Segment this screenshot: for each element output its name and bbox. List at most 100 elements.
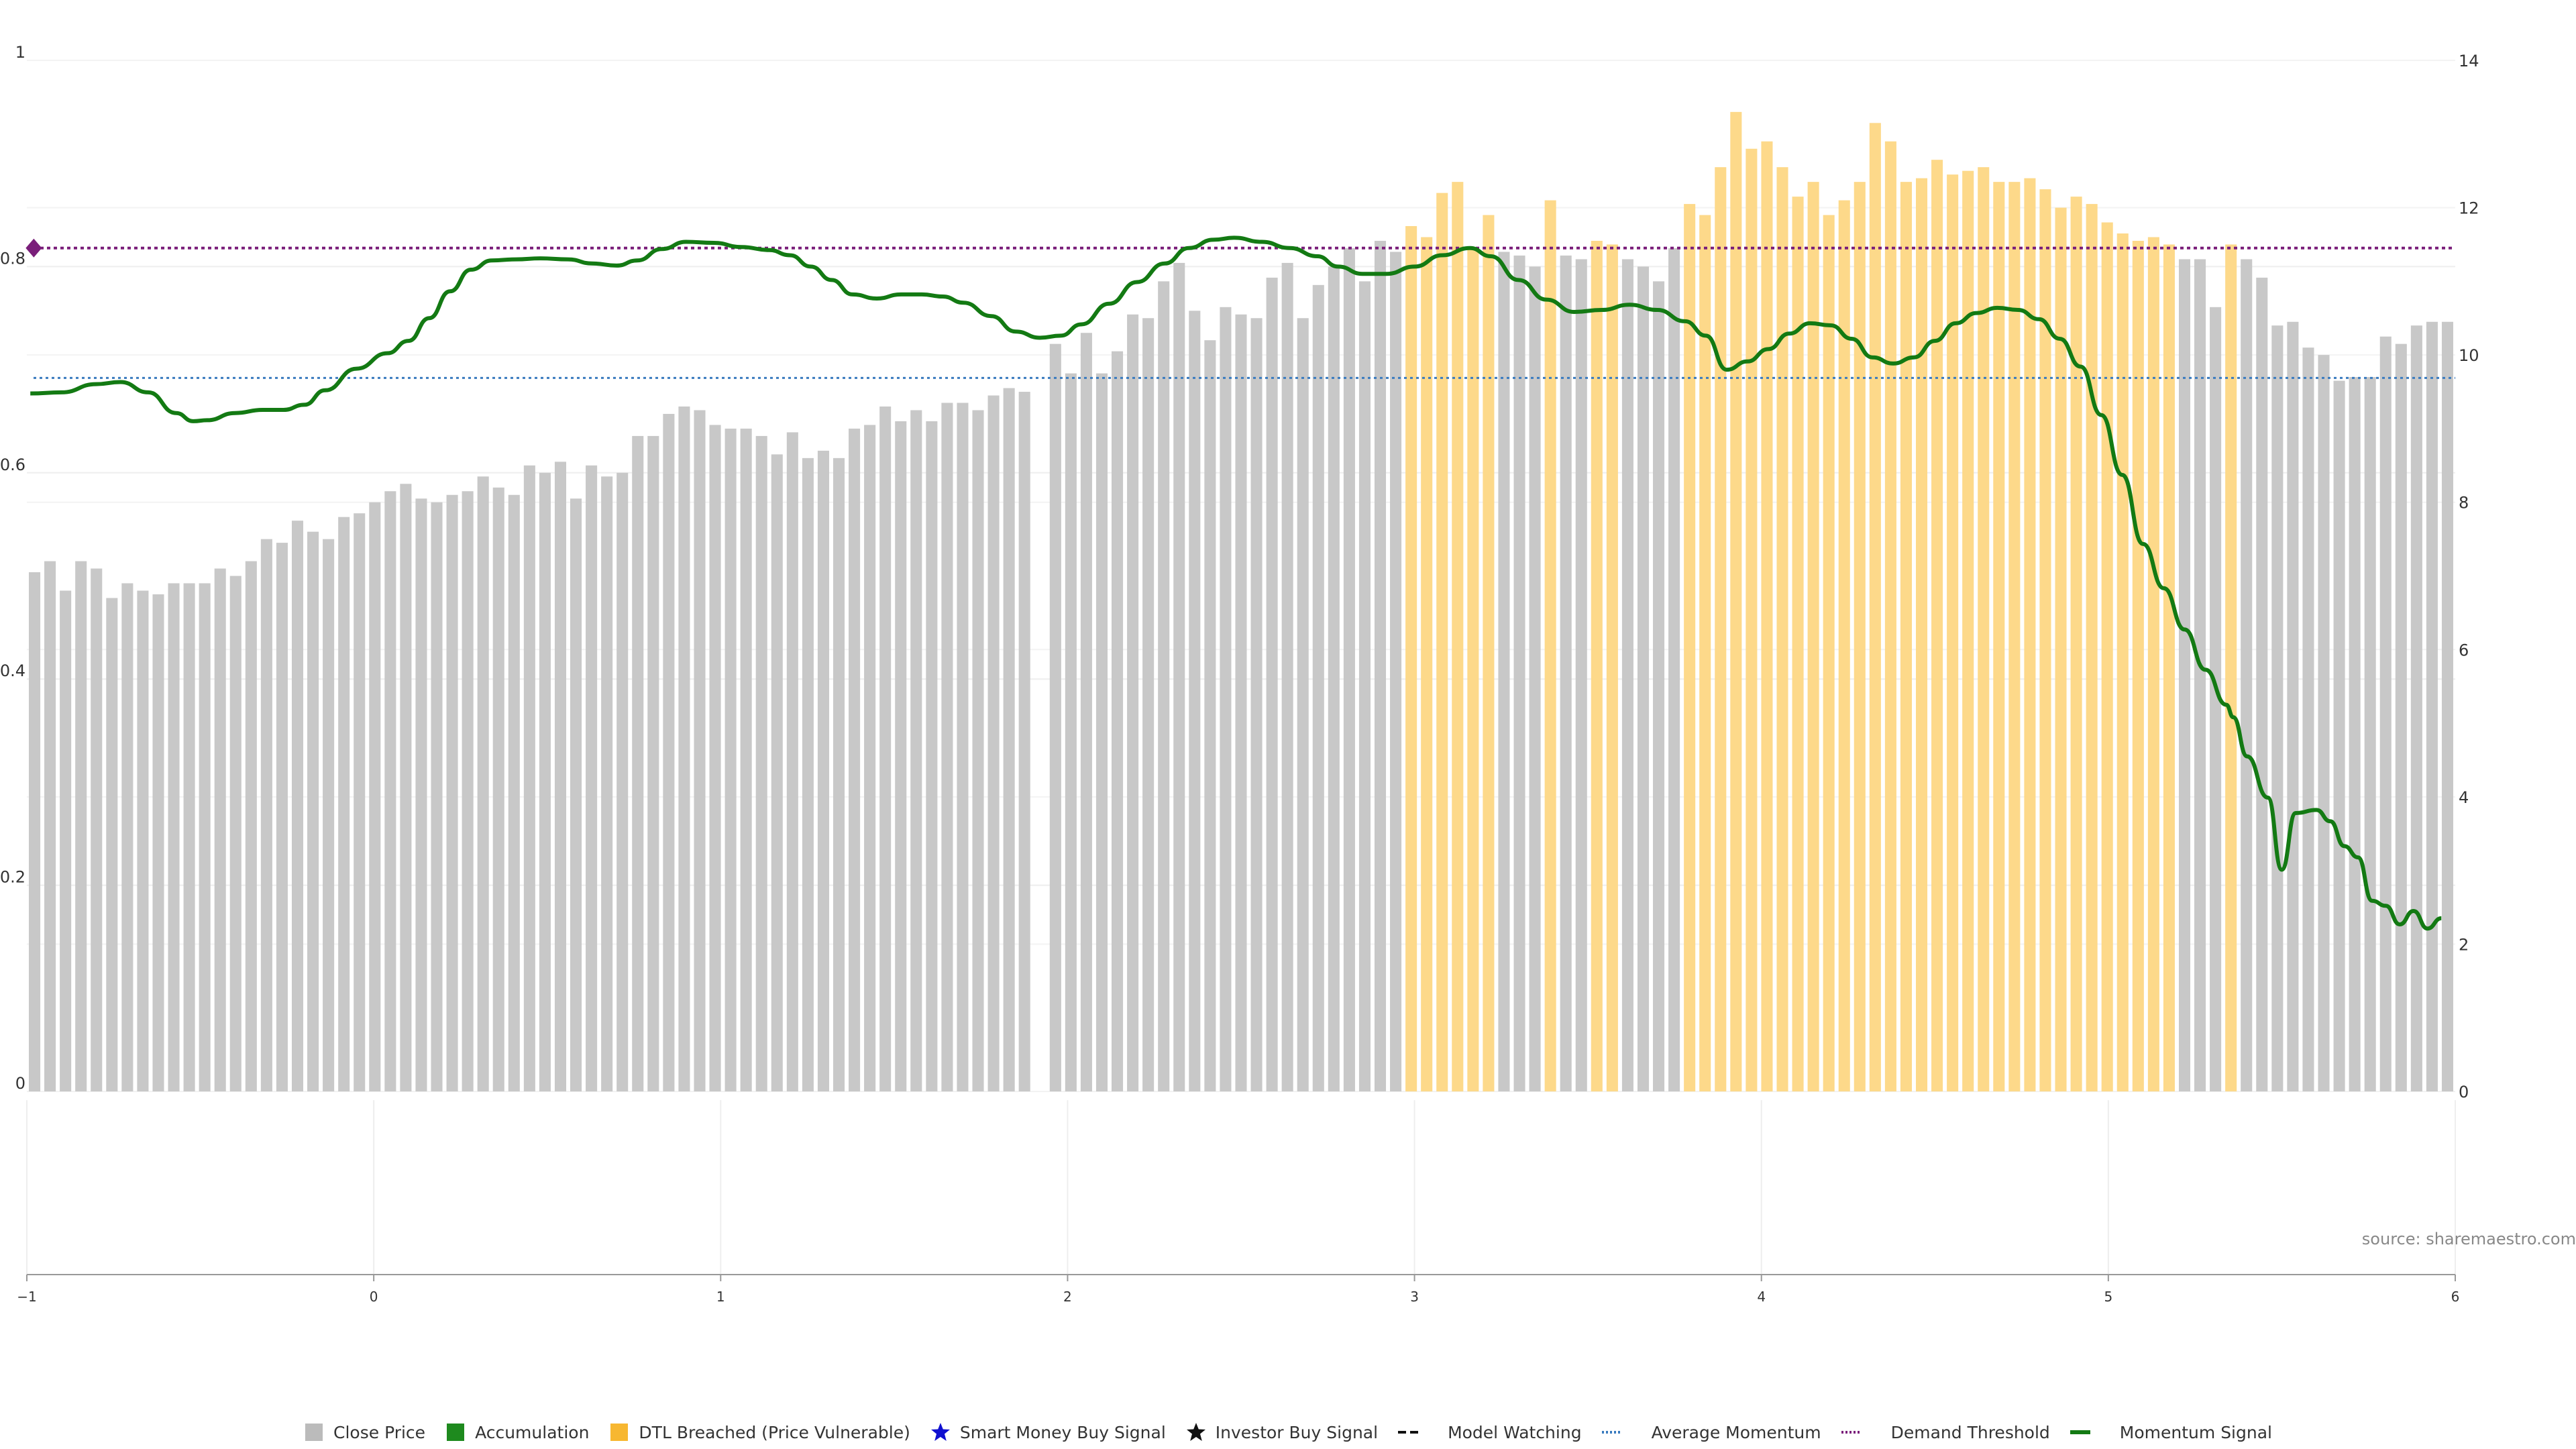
- bar-close-price: [1112, 351, 1124, 1091]
- legend-label: Investor Buy Signal: [1215, 1422, 1379, 1442]
- bar-close-price: [323, 539, 335, 1091]
- bar-close-price: [802, 458, 814, 1091]
- bar-close-price: [2210, 307, 2222, 1091]
- bar-dtl-breached: [1467, 248, 1479, 1092]
- bar-close-price: [1095, 373, 1108, 1091]
- x-tick-label: 2: [1063, 1289, 1072, 1305]
- bar-dtl-breached: [1962, 170, 1974, 1092]
- bar-close-price: [1049, 343, 1061, 1092]
- x-tick-label: 5: [2104, 1289, 2112, 1305]
- bar-close-price: [2426, 321, 2438, 1091]
- bar-close-price: [1003, 388, 1015, 1091]
- gridlines-lower-panel: [26, 1100, 2456, 1275]
- bar-close-price: [539, 472, 551, 1091]
- bar-close-price: [2318, 355, 2330, 1091]
- bar-dtl-breached: [1591, 240, 1603, 1092]
- bar-close-price: [663, 413, 675, 1091]
- bar-close-price: [260, 539, 272, 1091]
- bar-close-price: [570, 498, 582, 1091]
- bar-close-price: [616, 472, 629, 1091]
- left-tick-label: 0.8: [0, 249, 25, 268]
- bar-close-price: [1018, 392, 1030, 1091]
- bar-close-price: [2287, 321, 2299, 1091]
- bar-close-price: [786, 432, 798, 1091]
- legend-item: DTL Breached (Price Vulnerable): [609, 1422, 910, 1442]
- bar-dtl-breached: [2132, 240, 2144, 1092]
- bar-close-price: [1637, 266, 1650, 1091]
- bar-close-price: [1328, 266, 1340, 1091]
- bar-close-price: [338, 517, 350, 1091]
- bar-dtl-breached: [1978, 167, 1990, 1092]
- bar-dtl-breached: [1915, 178, 1928, 1091]
- legend-line-icon: [1841, 1422, 1882, 1442]
- bar-dtl-breached: [1884, 141, 1896, 1091]
- x-tick-label: −1: [17, 1289, 36, 1305]
- bar-close-price: [1065, 373, 1077, 1091]
- bar-close-price: [957, 402, 969, 1091]
- legend-square-icon: [304, 1422, 324, 1442]
- legend-line-icon: [1398, 1422, 1438, 1442]
- bar-close-price: [724, 428, 737, 1091]
- bar-dtl-breached: [2086, 204, 2098, 1092]
- bar-close-price: [431, 502, 443, 1091]
- bar-dtl-breached: [1761, 141, 1773, 1091]
- bar-dtl-breached: [2055, 207, 2067, 1091]
- bar-close-price: [1653, 281, 1665, 1091]
- bar-dtl-breached: [1807, 182, 1819, 1091]
- bar-close-price: [1189, 311, 1201, 1091]
- signal-lines: [25, 235, 2455, 931]
- bar-close-price: [632, 435, 644, 1091]
- bar-dtl-breached: [2116, 233, 2129, 1091]
- bar-dtl-breached: [2039, 189, 2051, 1092]
- bar-close-price: [709, 425, 721, 1091]
- bar-close-price: [972, 410, 984, 1091]
- right-axis-ticks: 0 2 4 6 8 10 12 14: [2459, 52, 2479, 1102]
- bar-dtl-breached: [1730, 111, 1742, 1092]
- left-tick-label: 0: [15, 1074, 25, 1093]
- bar-close-price: [2349, 377, 2361, 1091]
- bar-dtl-breached: [1684, 204, 1696, 1092]
- x-tick-label: 0: [370, 1289, 378, 1305]
- bar-close-price: [2194, 259, 2206, 1091]
- bar-close-price: [1498, 252, 1510, 1092]
- left-tick-label: 1: [15, 43, 25, 62]
- bar-close-price: [106, 598, 118, 1091]
- legend-label: Close Price: [333, 1422, 426, 1442]
- bar-close-price: [694, 410, 706, 1091]
- legend-label: DTL Breached (Price Vulnerable): [639, 1422, 910, 1442]
- legend-star-icon: [1186, 1422, 1206, 1442]
- bar-dtl-breached: [1947, 174, 1959, 1091]
- bar-close-price: [229, 576, 241, 1091]
- bar-close-price: [276, 543, 288, 1091]
- right-tick-label: 10: [2459, 346, 2479, 365]
- bar-close-price: [1390, 252, 1402, 1092]
- right-tick-label: 14: [2459, 52, 2479, 70]
- bar-dtl-breached: [2024, 178, 2036, 1091]
- bar-close-price: [2333, 380, 2345, 1091]
- bar-dtl-breached: [1900, 182, 1912, 1091]
- bar-dtl-breached: [1699, 215, 1711, 1091]
- x-axis-ticks: −1 0 1 2 3 4 5 6: [17, 1275, 2459, 1305]
- legend-item: Investor Buy Signal: [1186, 1422, 1378, 1442]
- bar-close-price: [1513, 255, 1525, 1092]
- bar-close-price: [75, 561, 87, 1091]
- right-tick-label: 4: [2459, 788, 2469, 807]
- bar-close-price: [137, 590, 149, 1091]
- bar-dtl-breached: [1606, 244, 1618, 1092]
- bar-dtl-breached: [1421, 237, 1433, 1091]
- bar-close-price: [1529, 266, 1541, 1091]
- bar-close-price: [879, 406, 892, 1091]
- x-tick-label: 6: [2451, 1289, 2460, 1305]
- right-tick-label: 12: [2459, 199, 2479, 218]
- legend-label: Demand Threshold: [1890, 1422, 2050, 1442]
- bar-close-price: [291, 521, 304, 1091]
- bar-dtl-breached: [1405, 226, 1417, 1091]
- bar-close-price: [740, 428, 752, 1091]
- bar-close-price: [2241, 259, 2253, 1091]
- bar-dtl-breached: [2008, 182, 2021, 1091]
- x-tick-label: 4: [1757, 1289, 1766, 1305]
- bar-close-price: [755, 435, 767, 1091]
- bar-close-price: [586, 465, 598, 1091]
- legend-label: Model Watching: [1448, 1422, 1582, 1442]
